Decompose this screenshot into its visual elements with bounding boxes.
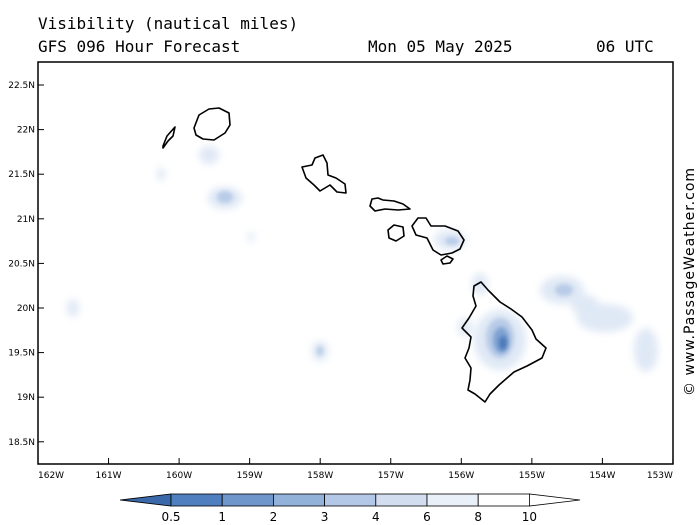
- lat-label: 21N: [17, 215, 35, 225]
- lat-label: 21.5N: [8, 170, 35, 180]
- lon-label: 154W: [589, 471, 615, 481]
- lat-label: 22N: [17, 126, 35, 136]
- legend-low-arrow: [119, 493, 172, 507]
- legend-label: 0.5: [161, 510, 180, 524]
- lon-label: 160W: [166, 471, 192, 481]
- latitude-ticks: 22.5N 22N 21.5N 21N 20.5N 20N 19.5N 19N 18.5N: [8, 81, 44, 448]
- map-title: Visibility (nautical miles): [38, 14, 299, 33]
- lat-label: 22.5N: [8, 81, 35, 91]
- forecast-date: Mon 05 May 2025: [368, 37, 513, 56]
- legend-swatch: [375, 493, 428, 507]
- legend-label: 3: [321, 510, 329, 524]
- legend-swatch: [426, 493, 479, 507]
- island-kauai: [193, 107, 231, 141]
- island-niihau: [162, 126, 176, 149]
- visibility-legend: 0.5 1 2 3 4 6 8 10: [119, 493, 581, 524]
- lon-label: 157W: [378, 471, 404, 481]
- legend-swatch: [477, 493, 530, 507]
- forecast-model: GFS 096 Hour Forecast: [38, 37, 241, 56]
- lon-label: 156W: [448, 471, 474, 481]
- legend-label: 1: [218, 510, 226, 524]
- credit-text: © www.PassageWeather.com: [682, 167, 698, 396]
- legend-label: 2: [270, 510, 278, 524]
- legend-label: 10: [522, 510, 537, 524]
- lat-label: 20.5N: [8, 259, 35, 269]
- legend-high-arrow: [529, 493, 581, 507]
- lat-label: 19.5N: [8, 349, 35, 359]
- legend-swatch: [324, 493, 377, 507]
- island-kahoolawe: [440, 255, 454, 265]
- island-molokai: [369, 197, 411, 212]
- legend-swatch: [170, 493, 223, 507]
- legend-label: 4: [372, 510, 380, 524]
- lon-label: 161W: [96, 471, 122, 481]
- island-lanai: [387, 224, 405, 242]
- legend-label: 8: [474, 510, 482, 524]
- island-maui: [411, 217, 465, 256]
- map-frame: [37, 61, 674, 465]
- island-hawaii: [461, 281, 547, 403]
- lon-label: 159W: [237, 471, 263, 481]
- island-outlines: [162, 107, 547, 403]
- visibility-shading: [67, 146, 658, 372]
- lon-label: 158W: [307, 471, 333, 481]
- island-oahu: [301, 154, 347, 194]
- legend-swatch: [221, 493, 274, 507]
- lat-label: 18.5N: [8, 438, 35, 448]
- legend-label: 6: [423, 510, 431, 524]
- longitude-ticks: 162W 161W 160W 159W 158W 157W 156W 155W 154W 153W: [37, 458, 674, 481]
- lon-label: 153W: [647, 471, 673, 481]
- lat-label: 20N: [17, 304, 35, 314]
- lon-label: 162W: [38, 471, 64, 481]
- lat-label: 19N: [17, 393, 35, 403]
- legend-swatch: [272, 493, 325, 507]
- forecast-time: 06 UTC: [596, 37, 654, 56]
- lon-label: 155W: [519, 471, 545, 481]
